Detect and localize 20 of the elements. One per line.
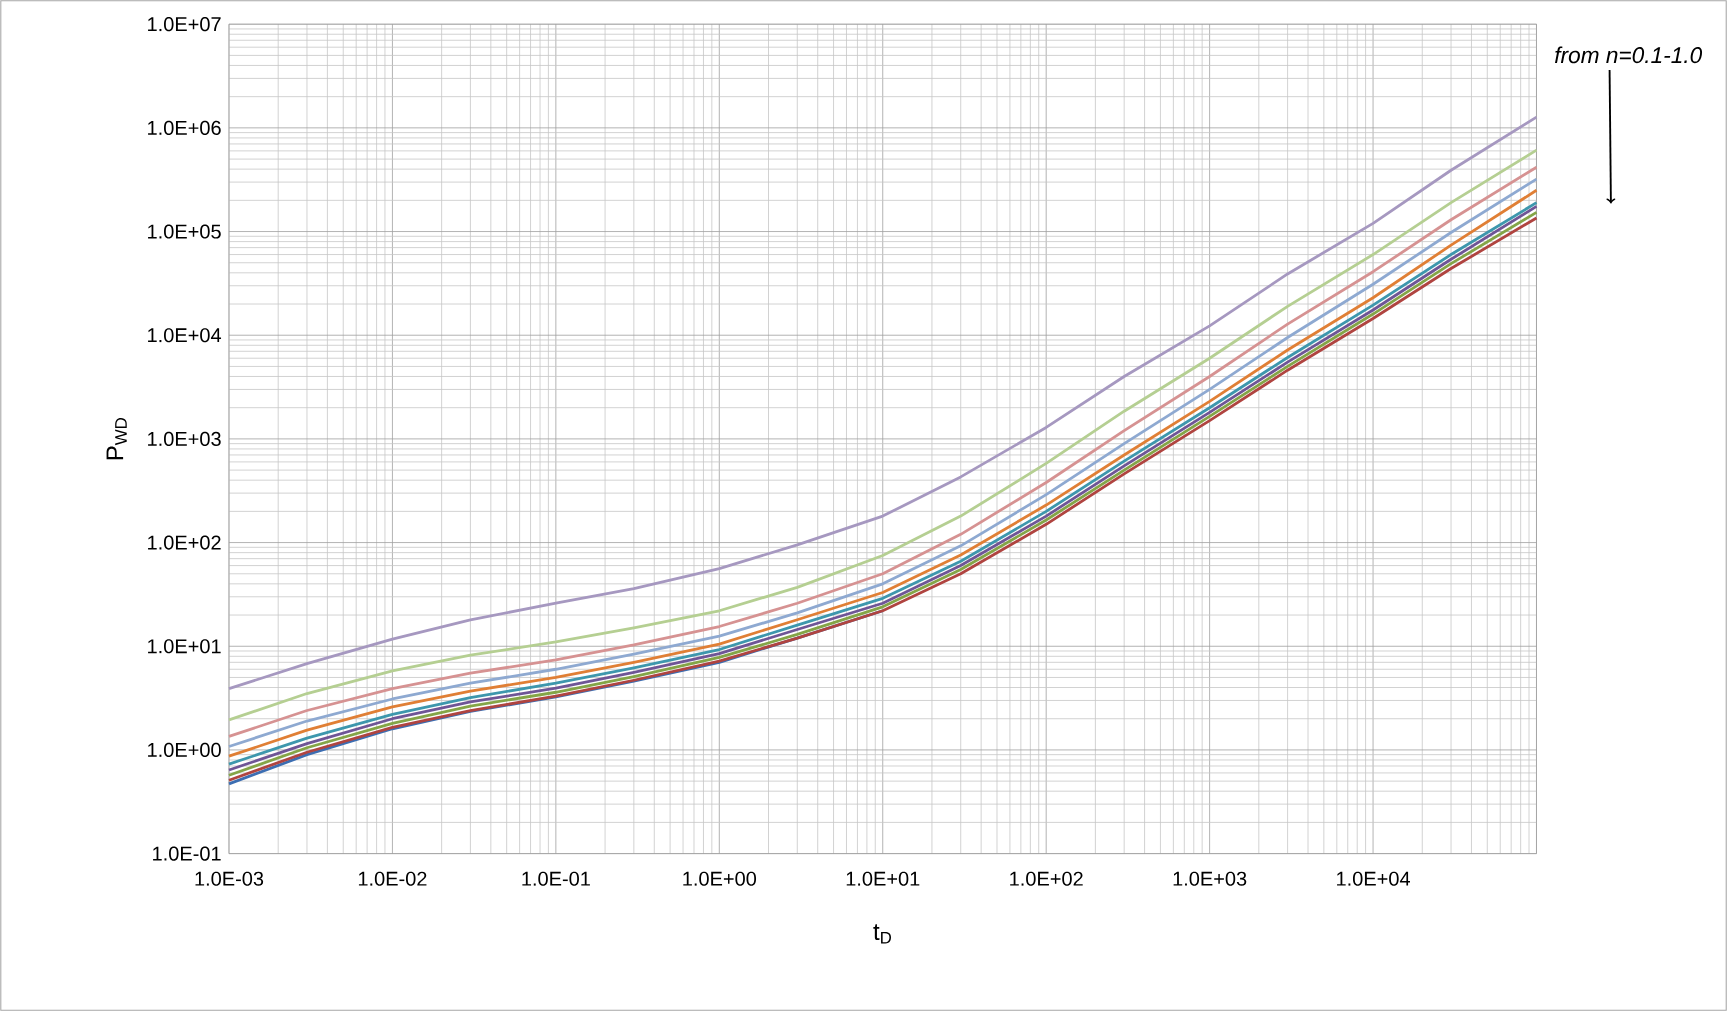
- y-tick-label: 1.0E+07: [148, 17, 221, 32]
- x-tick-label: 1.0E-01: [522, 871, 590, 886]
- x-tick-label: 1.0E+03: [1173, 871, 1247, 886]
- x-tick-label: 1.0E+02: [1010, 871, 1083, 886]
- y-tick-label: 1.0E+06: [148, 120, 221, 135]
- y-tick-label: 1.0E+01: [148, 639, 221, 654]
- y-tick-label: 1.0E+04: [148, 328, 222, 343]
- x-tick-label: 1.0E-03: [195, 871, 264, 886]
- x-tick-label: 1.0E-02: [358, 871, 427, 886]
- x-axis-title: t$_{D}$: [873, 924, 891, 944]
- x-tick-label: 1.0E+04: [1337, 871, 1411, 886]
- y-tick-label: 1.0E+05: [148, 224, 221, 239]
- text: from n=0.1-1.0: [1555, 46, 1703, 64]
- y-axis-title: P$_{WD}$: [106, 418, 127, 460]
- y-tick-label: 1.0E+02: [148, 535, 221, 550]
- x-tick-label: 1.0E+00: [683, 871, 757, 886]
- x-tick-label: 1.0E+01: [846, 871, 920, 886]
- y-tick-label: 1.0E+03: [148, 431, 221, 446]
- y-tick-label: 1.0E+00: [148, 742, 221, 757]
- y-tick-label: 1.0E-01: [153, 846, 221, 861]
